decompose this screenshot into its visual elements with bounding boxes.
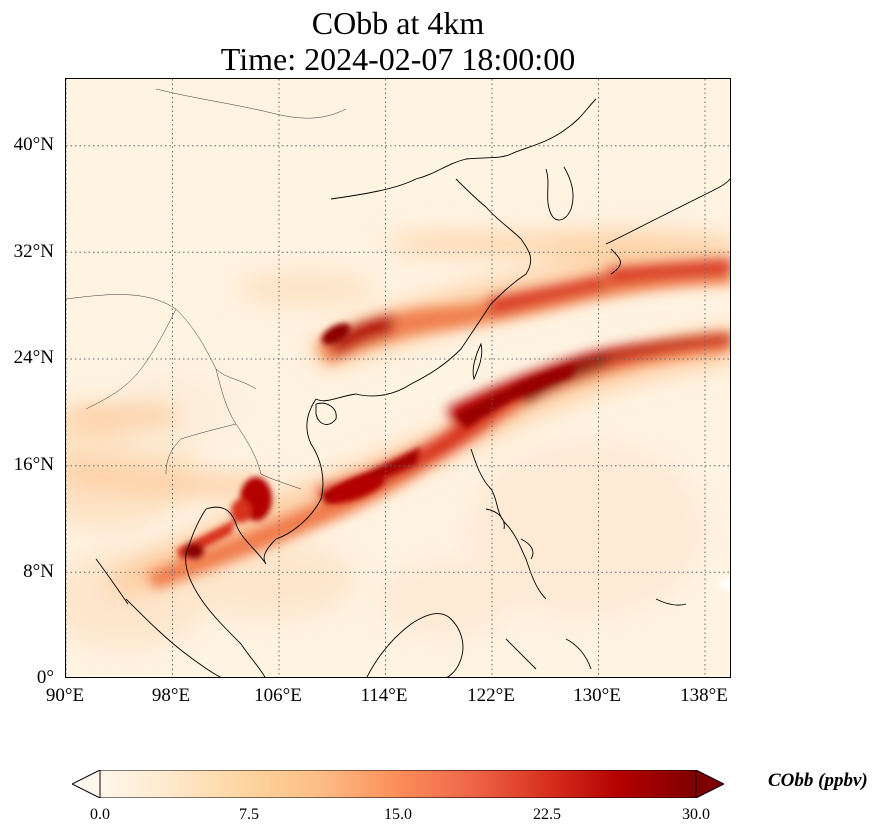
lon-tick-114e: 114°E [360, 685, 408, 706]
map-canvas [66, 79, 730, 677]
colorbar-tick-22-5: 22.5 [533, 806, 561, 823]
map-title: CObb at 4km [311, 5, 485, 41]
colorbar-tick-7-5: 7.5 [239, 806, 259, 823]
lon-tick-138e: 138°E [680, 685, 728, 706]
lon-tick-106e: 106°E [254, 685, 302, 706]
lon-tick-122e: 122°E [467, 685, 515, 706]
lat-tick-8n: 8°N [23, 561, 54, 582]
plume-indochina-sources [176, 323, 730, 590]
colorbar-label: CObb (ppbv) [768, 770, 868, 791]
colorbar-tick-15: 15.0 [384, 806, 412, 823]
lat-tick-40n: 40°N [13, 134, 54, 155]
colorbar [72, 770, 724, 798]
lon-tick-98e: 98°E [151, 685, 191, 706]
lon-tick-90e: 90°E [45, 685, 85, 706]
country-borders [66, 88, 347, 490]
colorbar-extend-min [72, 770, 101, 798]
colorbar-bar [99, 770, 697, 798]
colorbar-tick-0: 0.0 [90, 806, 110, 823]
lon-tick-130e: 130°E [573, 685, 621, 706]
lat-tick-16n: 16°N [13, 454, 54, 475]
coastlines [95, 98, 730, 677]
plume-southern-china-band [316, 259, 730, 364]
colorbar-tick-30: 30.0 [682, 806, 710, 823]
map-panel [65, 78, 731, 678]
colorbar-extend-max [695, 770, 724, 798]
map-subtitle-time: Time: 2024-02-07 18:00:00 [220, 41, 576, 77]
lat-tick-24n: 24°N [13, 347, 54, 368]
lat-tick-0: 0° [36, 667, 54, 688]
graticule [66, 79, 730, 677]
lat-tick-32n: 32°N [13, 241, 54, 262]
